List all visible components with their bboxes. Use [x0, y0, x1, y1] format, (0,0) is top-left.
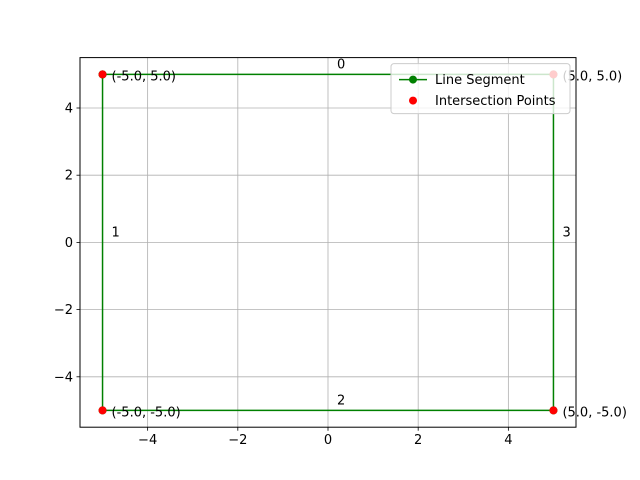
legend-point-marker	[409, 96, 417, 105]
point-label: (-5.0, -5.0)	[112, 405, 181, 420]
intersection-point	[549, 406, 558, 415]
annotations: (-5.0, 5.0) (5.0, 5.0) (5.0, -5.0) (-5.0, -…	[112, 57, 627, 420]
ticks: −4 −2 0 2 4 −4 −2 0 2 4	[54, 102, 513, 449]
x-tick-label: −4	[138, 433, 157, 448]
intersection-point	[98, 70, 107, 79]
legend: Line Segment Intersection Points	[390, 63, 571, 115]
y-tick-label: 0	[65, 236, 73, 251]
intersection-point	[98, 406, 107, 415]
legend-box	[390, 63, 571, 115]
y-tick-label: 2	[65, 169, 73, 184]
x-tick-label: 0	[324, 433, 332, 448]
x-tick-label: 4	[504, 433, 512, 448]
y-tick-label: −4	[54, 370, 73, 385]
segment-label: 2	[337, 393, 345, 408]
point-label: (5.0, -5.0)	[562, 405, 626, 420]
point-label: (-5.0, 5.0)	[112, 69, 176, 84]
segment-label: 1	[112, 225, 120, 240]
x-tick-label: −2	[228, 433, 247, 448]
x-tick-label: 2	[414, 433, 422, 448]
segment-label: 0	[337, 57, 345, 72]
point-label: (5.0, 5.0)	[562, 69, 622, 84]
legend-label-line-segment: Line Segment	[435, 73, 525, 88]
legend-label-intersection-points: Intersection Points	[435, 94, 556, 109]
y-tick-label: −2	[54, 303, 73, 318]
segment-label: 3	[562, 225, 570, 240]
y-tick-label: 4	[65, 102, 73, 117]
legend-line-marker	[409, 75, 417, 84]
